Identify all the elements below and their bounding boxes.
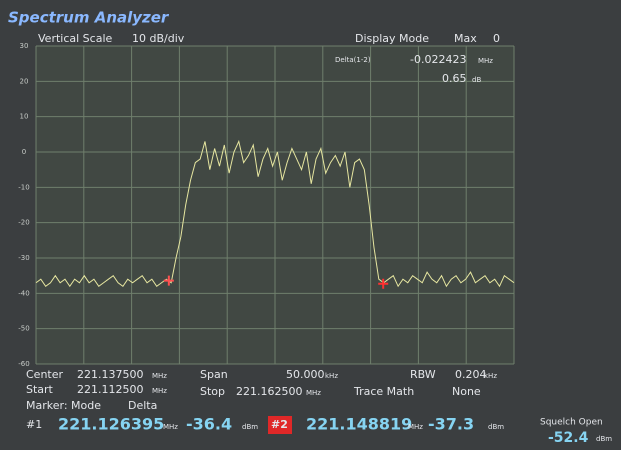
rbw-unit: kHz [484,372,497,380]
marker [378,278,389,289]
marker-2-badge [268,416,292,434]
center-unit: MHz [152,372,167,380]
display-mode-value: 0 [493,32,500,45]
span-label: Span [200,368,228,381]
marker [163,275,174,286]
delta-level: 0.65 [442,72,467,85]
stop-unit: MHz [306,389,321,397]
marker-mode: Delta [128,399,157,412]
delta-freq-unit: MHz [478,57,493,65]
marker-1-level: -36.4 [186,415,232,434]
stop-label: Stop [200,385,225,398]
start: 221.112500 [77,383,143,396]
y-tick-label: 10 [20,113,29,121]
y-tick-label: 30 [20,42,29,50]
marker-2-name: #2 [271,418,288,431]
span: 50.000 [286,368,325,381]
marker-1-freq: 221.126395 [58,415,164,434]
span-unit: kHz [325,372,338,380]
vertical-scale: 10 dB/div [132,32,185,45]
center-label: Center [26,368,64,381]
plot: 30 20 10 0 -10 -20 -30 -40 -50 -60 [18,42,515,368]
y-tick-label: -40 [18,289,29,297]
delta-freq: -0.022423 [410,53,466,66]
marker-1-name: #1 [26,418,42,431]
marker-1-level-unit: dBm [242,423,258,431]
app-title: Spectrum Analyzer [8,9,170,27]
rbw: 0.204 [455,368,487,381]
marker-2-level: -37.3 [428,415,474,434]
marker-2-freq: 221.148819 [306,415,412,434]
y-tick-label: 0 [22,148,26,156]
trace-math: None [452,385,481,398]
squelch-label: Squelch Open [540,418,603,428]
start-label: Start [26,383,54,396]
y-tick-label: -20 [18,219,29,227]
display-mode-label: Display Mode [355,32,429,45]
y-tick-label: -50 [18,325,29,333]
marker-2-level-unit: dBm [488,423,504,431]
delta-level-unit: dB [472,76,481,84]
marker-mode-label: Marker: Mode [26,399,101,412]
y-tick-label: -60 [18,360,29,368]
trace-math-label: Trace Math [353,385,414,398]
marker-2-freq-unit: MHz [408,423,423,431]
y-tick-label: -10 [18,183,29,191]
y-tick-label: -30 [18,254,29,262]
marker-1-freq-unit: MHz [163,423,178,431]
delta-label: Delta(1-2) [335,56,371,64]
center: 221.137500 [77,368,143,381]
vertical-scale-label: Vertical Scale [38,32,112,45]
start-unit: MHz [152,387,167,395]
trace [35,139,515,288]
display-mode: Max [454,32,477,45]
stop: 221.162500 [236,385,302,398]
rbw-label: RBW [410,368,436,381]
y-tick-label: 20 [20,77,29,85]
squelch-unit: dBm [596,435,612,443]
squelch-level: -52.4 [548,430,589,446]
